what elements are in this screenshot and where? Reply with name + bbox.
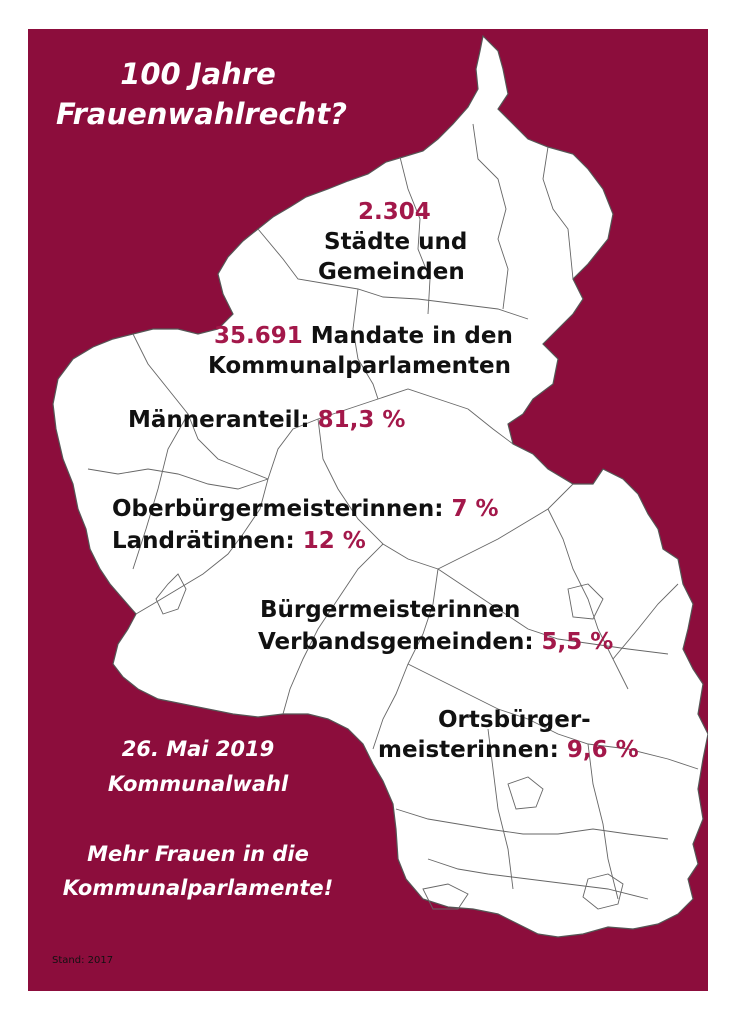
stat-maenner-value: 81,3 % [317, 407, 406, 433]
stat-bgm-line2: Verbandsgemeinden: 5,5 % [258, 627, 613, 657]
stat-mandate-number: 35.691 [214, 323, 303, 349]
election-date: 26. Mai 2019 [121, 737, 275, 761]
stat-orts-line1: Ortsbürger- [438, 707, 591, 733]
stat-mandate-line2: Kommunalparlamenten [208, 353, 511, 379]
stat-orts-line2: meisterinnen: 9,6 % [378, 735, 639, 765]
stat-mandate-text: Mandate in den [310, 323, 513, 349]
stat-bgm-label: Verbandsgemeinden: [258, 629, 534, 655]
stat-staedte-line2: Gemeinden [318, 259, 465, 285]
stat-staedte-number: 2.304 [358, 199, 431, 225]
map-outline [52, 34, 708, 938]
slogan-line-1: Mehr Frauen in die [87, 842, 309, 866]
stat-mandate-line1: 35.691 Mandate in den [214, 321, 513, 351]
stat-staedte-line1: Städte und [324, 229, 468, 255]
stat-landraete: Landrätinnen: 12 % [112, 526, 366, 556]
stat-maenner: Männeranteil: 81,3 % [128, 405, 405, 435]
slogan-line-2: Kommunalparlamente! [62, 876, 334, 900]
title-line-2: Frauenwahlrecht? [56, 97, 347, 131]
stat-maenner-label: Männeranteil: [128, 407, 310, 433]
stat-landraete-label: Landrätinnen: [112, 528, 295, 554]
district-borders [87, 123, 699, 910]
stat-bgm-line1: Bürgermeisterinnen [260, 597, 521, 623]
poster: 100 Jahre Frauenwahlrecht? 2.304 Städte … [28, 29, 708, 991]
election-name: Kommunalwahl [107, 772, 289, 796]
stat-orts-label: meisterinnen: [378, 737, 559, 763]
stat-ob-label: Oberbürgermeisterinnen: [112, 496, 444, 522]
title-line-1: 100 Jahre [120, 57, 276, 91]
stat-ob: Oberbürgermeisterinnen: 7 % [112, 494, 499, 524]
map-rheinland-pfalz [52, 34, 708, 938]
stat-ob-value: 7 % [451, 496, 499, 522]
stat-landraete-value: 12 % [302, 528, 366, 554]
stat-orts-value: 9,6 % [566, 737, 639, 763]
stat-bgm-value: 5,5 % [541, 629, 614, 655]
footnote: Stand: 2017 [52, 955, 114, 966]
